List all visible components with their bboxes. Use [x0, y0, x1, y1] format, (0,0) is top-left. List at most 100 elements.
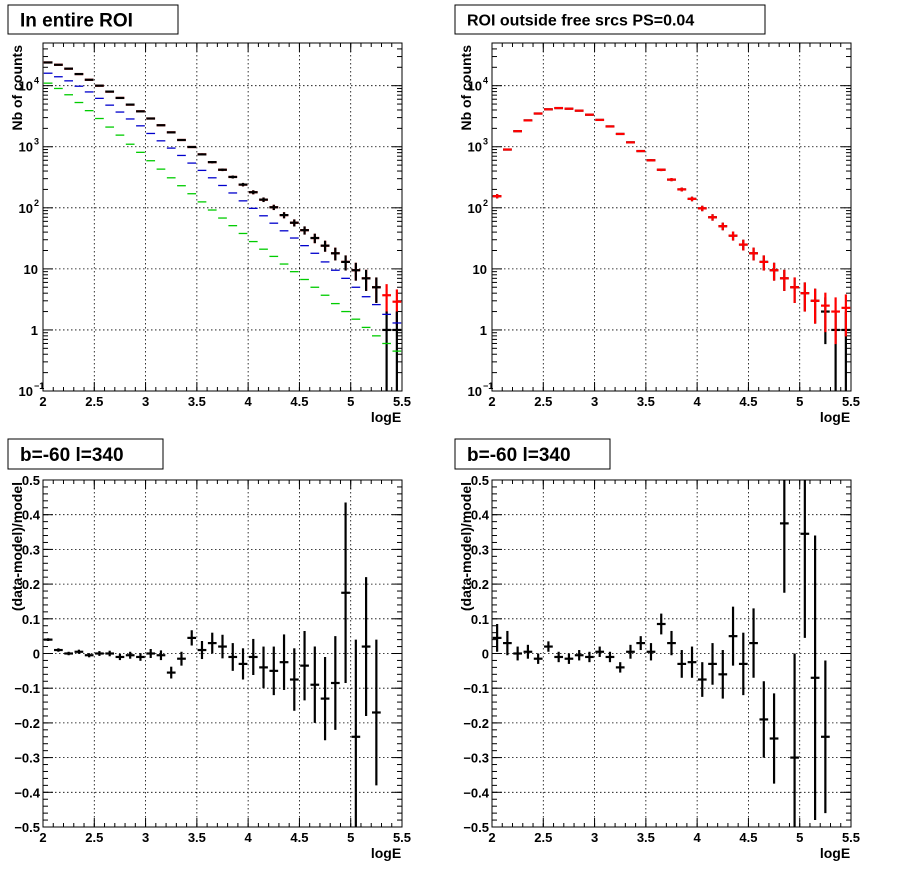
- data-point: [300, 630, 309, 701]
- data-point: [84, 653, 94, 658]
- y-tick-label: −0.2: [14, 716, 40, 731]
- data-point: [615, 662, 625, 673]
- chart-title: b=-60 l=340: [467, 445, 571, 466]
- series-4: [43, 82, 402, 352]
- data-point: [636, 149, 646, 153]
- x-tick-label: 2: [488, 830, 495, 845]
- x-tick-label: 4.5: [290, 394, 308, 409]
- data-point: [177, 138, 186, 142]
- x-tick-label: 4.5: [739, 830, 757, 845]
- data-point: [115, 96, 125, 100]
- data-point: [636, 636, 646, 651]
- data-point: [626, 141, 635, 144]
- data-point: [207, 632, 217, 654]
- y-tick-exponent: 2: [483, 198, 488, 208]
- y-tick-exponent: 3: [483, 137, 488, 147]
- x-tick-label: 4: [245, 394, 253, 409]
- data-point: [115, 653, 125, 661]
- data-point: [544, 108, 553, 111]
- data-point: [656, 168, 666, 172]
- x-tick-label: 3.5: [188, 394, 206, 409]
- x-tick-label: 4: [694, 394, 702, 409]
- y-tick-label: −0.1: [14, 681, 40, 696]
- x-axis-label: logE: [820, 409, 850, 425]
- x-tick-label: 5: [347, 394, 354, 409]
- data-point: [503, 630, 512, 656]
- y-tick-label: 10: [468, 79, 482, 94]
- data-point: [718, 650, 728, 699]
- data-point: [351, 262, 361, 281]
- y-tick-label: 0.3: [471, 542, 489, 557]
- data-layer: [492, 480, 830, 827]
- data-point: [718, 222, 728, 231]
- data-point: [759, 255, 769, 271]
- data-point: [697, 662, 707, 697]
- data-point: [749, 608, 758, 678]
- data-point: [156, 124, 166, 127]
- x-tick-label: 4: [694, 830, 702, 845]
- data-point: [574, 650, 584, 661]
- y-tick-label: −0.1: [463, 681, 489, 696]
- data-point: [95, 651, 104, 656]
- data-point: [585, 651, 594, 663]
- data-point: [564, 653, 574, 664]
- y-tick-exponent: −1: [483, 381, 493, 391]
- x-tick-label: 4: [245, 830, 253, 845]
- chart-title: b=-60 l=340: [20, 445, 124, 466]
- data-point: [361, 577, 371, 716]
- y-tick-label: 0.2: [471, 577, 489, 592]
- data-point: [595, 646, 605, 657]
- data-point: [759, 681, 769, 758]
- data-point: [289, 219, 299, 227]
- panel-3: 2 2.5 3 3.5 4 4.5 5 5.5 −0.5 −0.4 −0.3 −0.2 −0.1 0 0.1…: [7, 438, 411, 861]
- data-point: [95, 84, 104, 87]
- series-2: [43, 61, 402, 391]
- data-point: [310, 646, 320, 723]
- data-point: [820, 292, 830, 333]
- data-point: [533, 653, 543, 664]
- series-1: [43, 502, 381, 827]
- title-box: [454, 4, 766, 35]
- data-point: [697, 205, 707, 212]
- x-tick-label: 5.5: [393, 830, 411, 845]
- data-layer: [43, 61, 402, 391]
- x-tick-label: 2.5: [85, 830, 103, 845]
- data-point: [197, 641, 207, 660]
- data-point: [125, 103, 135, 106]
- y-tick-label: −0.4: [463, 785, 489, 800]
- x-tick-label: 5: [796, 394, 803, 409]
- data-point: [43, 638, 53, 642]
- data-point: [146, 117, 156, 120]
- y-tick-exponent: 2: [34, 198, 39, 208]
- data-point: [248, 638, 258, 676]
- y-tick-exponent: −1: [34, 381, 44, 391]
- data-point: [218, 634, 227, 659]
- data-point: [382, 311, 391, 391]
- data-point: [310, 233, 320, 244]
- data-point: [615, 132, 625, 136]
- data-point: [831, 297, 840, 345]
- data-point: [64, 651, 74, 656]
- y-tick-label: −0.5: [463, 820, 489, 835]
- data-point: [708, 214, 717, 221]
- data-point: [790, 653, 799, 827]
- data-point: [779, 480, 789, 593]
- panel-4: 2 2.5 3 3.5 4 4.5 5 5.5 −0.5 −0.4 −0.3 −0.2 −0.1 0 0.1…: [454, 438, 860, 861]
- data-point: [656, 613, 666, 635]
- grid: [492, 480, 851, 827]
- y-tick-label: 1: [480, 323, 487, 338]
- data-point: [228, 175, 238, 179]
- y-tick-label: 10: [468, 384, 482, 399]
- data-point: [749, 247, 758, 261]
- data-point: [605, 125, 615, 128]
- data-point: [595, 118, 605, 122]
- data-point: [269, 646, 279, 696]
- data-point: [238, 182, 248, 187]
- data-point: [810, 535, 820, 821]
- data-point: [667, 630, 676, 656]
- data-point: [166, 131, 176, 134]
- y-axis-label: Nb of counts: [9, 45, 25, 131]
- y-tick-label: −0.5: [14, 820, 40, 835]
- y-tick-label: 0.4: [471, 508, 490, 523]
